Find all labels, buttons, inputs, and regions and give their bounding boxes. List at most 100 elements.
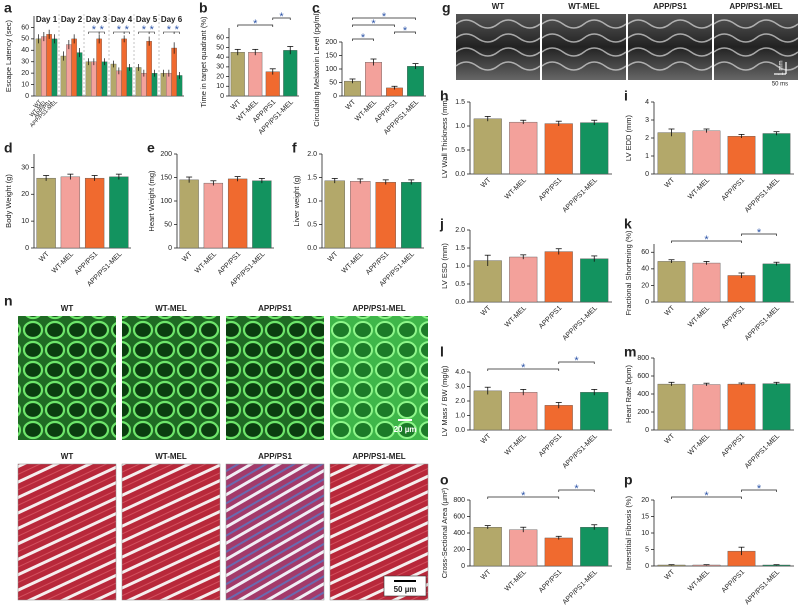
echo-wall	[627, 61, 713, 71]
y-tick-label: 50	[216, 44, 224, 51]
y-tick-label: 0.5	[455, 281, 465, 288]
bar	[544, 405, 573, 431]
image-title: APP/PS1-MEL	[352, 452, 405, 461]
panel-label: h	[440, 88, 449, 104]
bar	[146, 40, 152, 97]
x-tick-label: WT	[664, 176, 677, 189]
y-tick-label: 0	[333, 93, 337, 100]
bar	[407, 66, 424, 97]
significance-label: *	[704, 234, 709, 246]
significance-label: *	[757, 483, 762, 495]
significance-label: *	[521, 362, 526, 374]
y-tick-label: 200	[325, 39, 337, 46]
y-tick-label: 2.0	[455, 227, 465, 234]
y-tick-label: 100	[160, 198, 172, 205]
echo-wall	[713, 47, 799, 57]
bar	[179, 179, 199, 249]
y-tick-label: 20	[641, 497, 649, 504]
y-tick-label: 10	[216, 83, 224, 90]
y-tick-label: 40	[21, 47, 29, 54]
bar	[41, 36, 47, 97]
significance-label: *	[92, 24, 97, 36]
bar	[121, 38, 127, 97]
bar	[252, 180, 272, 249]
panel-label: m	[624, 344, 636, 360]
bar	[35, 38, 42, 97]
y-tick-label: 50	[21, 36, 29, 43]
x-tick-label: WT	[345, 98, 358, 111]
bar	[126, 67, 133, 97]
significance-label: *	[175, 24, 180, 36]
bar	[51, 38, 58, 97]
y-tick-label: 400	[637, 391, 649, 398]
y-tick-label: 40	[216, 54, 224, 61]
y-tick-label: 600	[637, 373, 649, 380]
bar	[401, 181, 422, 249]
y-tick-label: 1.5	[307, 174, 317, 181]
y-tick-label: 1	[645, 153, 649, 160]
bar	[36, 177, 56, 249]
significance-bracket	[272, 17, 291, 20]
y-axis-label: Escape Latency (sec)	[4, 19, 13, 92]
x-tick-label: APP/PS1-MEL	[562, 177, 599, 214]
bar	[350, 181, 371, 249]
panel-label: o	[440, 472, 449, 488]
y-tick-label: 10	[21, 218, 29, 225]
y-tick-label: 0.0	[307, 245, 317, 252]
y-tick-label: 2.0	[455, 398, 465, 405]
significance-bracket	[173, 31, 180, 34]
significance-bracket	[98, 31, 105, 34]
significance-label: *	[361, 32, 366, 44]
y-tick-label: 10	[641, 530, 649, 537]
bar	[473, 527, 502, 567]
y-tick-label: 20	[21, 191, 29, 198]
bar	[230, 52, 245, 97]
significance-bracket	[123, 31, 130, 34]
bar	[657, 132, 686, 175]
x-tick-label: WT	[181, 250, 194, 263]
y-axis-label: Heart Rate (bpm)	[624, 365, 633, 423]
echo-wall	[627, 19, 713, 29]
significance-bracket	[237, 24, 274, 27]
bar	[76, 52, 83, 97]
y-tick-label: 1.5	[455, 245, 465, 252]
y-tick-label: 0	[461, 563, 465, 570]
panel-label: b	[199, 0, 208, 16]
y-tick-label: 50	[164, 221, 172, 228]
echo-wall	[541, 33, 627, 43]
x-tick-label: APP/PS1	[721, 569, 747, 595]
histology-image	[17, 463, 117, 601]
y-tick-label: 800	[453, 497, 465, 504]
bar	[101, 61, 108, 97]
image-title: APP/PS1	[258, 304, 292, 313]
image-title: WT	[61, 304, 74, 313]
y-tick-label: 0.0	[455, 171, 465, 178]
bar	[166, 72, 172, 97]
x-tick-label: APP/PS1	[365, 251, 391, 277]
bar	[509, 121, 538, 175]
scale-label: 20 µm	[394, 425, 417, 434]
echo-wall	[713, 19, 799, 29]
significance-label: *	[704, 490, 709, 502]
x-tick-label: APP/PS1-MEL	[744, 433, 781, 470]
y-tick-label: 200	[160, 151, 172, 158]
x-tick-label: WT-MEL	[504, 433, 528, 457]
bar	[248, 52, 263, 97]
y-tick-label: 0.0	[455, 427, 465, 434]
bar	[375, 181, 396, 249]
image-title: APP/PS1	[258, 452, 292, 461]
y-tick-label: 20	[216, 73, 224, 80]
bar	[283, 50, 298, 97]
scale-label: 1 mm	[779, 60, 785, 75]
y-axis-label: LV EDD (mm)	[624, 114, 633, 161]
y-tick-label: 0	[25, 245, 29, 252]
significance-bracket	[352, 17, 416, 20]
y-tick-label: 0	[168, 245, 172, 252]
significance-bracket	[741, 233, 777, 236]
significance-label: *	[125, 24, 130, 36]
x-tick-label: APP/PS1-MEL	[744, 569, 781, 606]
bar	[160, 72, 167, 97]
bar	[109, 176, 129, 249]
significance-label: *	[100, 24, 105, 36]
echo-wall	[541, 61, 627, 71]
